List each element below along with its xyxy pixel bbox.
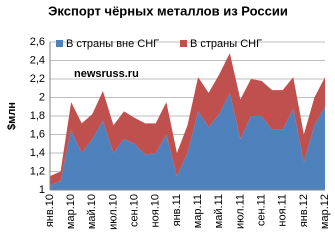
y-tick-label: 2,6 — [30, 36, 45, 48]
x-tick-label: июл.10 — [107, 194, 119, 230]
legend-label: В страны вне СНГ — [66, 38, 159, 50]
chart: Экспорт чёрных металлов из России $млн n… — [6, 3, 331, 230]
legend-swatch — [56, 40, 63, 47]
x-tick-label: янв.12 — [298, 194, 310, 227]
x-tick-label: сен.11 — [255, 194, 267, 226]
x-tick-label: мар.10 — [65, 194, 77, 229]
x-tick-label: июл.11 — [234, 194, 246, 229]
y-tick-label: 2 — [39, 91, 45, 103]
x-tick-label: ноя.11 — [277, 194, 289, 227]
x-tick-label: мар.11 — [192, 194, 204, 228]
x-tick-label: янв.11 — [171, 194, 183, 226]
x-tick-label: сен.10 — [129, 194, 141, 227]
x-tick-label: мар.12 — [319, 194, 331, 229]
y-tick-label: 1 — [39, 184, 45, 196]
y-tick-label: 1,6 — [30, 128, 45, 140]
y-axis-label: $млн — [6, 102, 18, 130]
y-tick-label: 1,4 — [30, 147, 45, 159]
legend-swatch — [180, 40, 187, 47]
chart-title: Экспорт чёрных металлов из России — [48, 3, 288, 18]
y-tick-label: 2,4 — [30, 54, 45, 66]
area — [50, 53, 325, 186]
legend-label: В страны СНГ — [190, 38, 262, 50]
x-tick-label: ноя.10 — [150, 194, 162, 227]
area — [50, 92, 325, 190]
y-tick-label: 1,8 — [30, 110, 45, 122]
x-tick-label: май.11 — [213, 194, 225, 228]
x-tick-label: янв.10 — [44, 194, 56, 227]
y-tick-label: 1,2 — [30, 165, 45, 177]
annotation: newsruss.ru — [74, 68, 139, 80]
x-tick-label: май.10 — [86, 194, 98, 229]
y-tick-label: 2,2 — [30, 73, 45, 85]
